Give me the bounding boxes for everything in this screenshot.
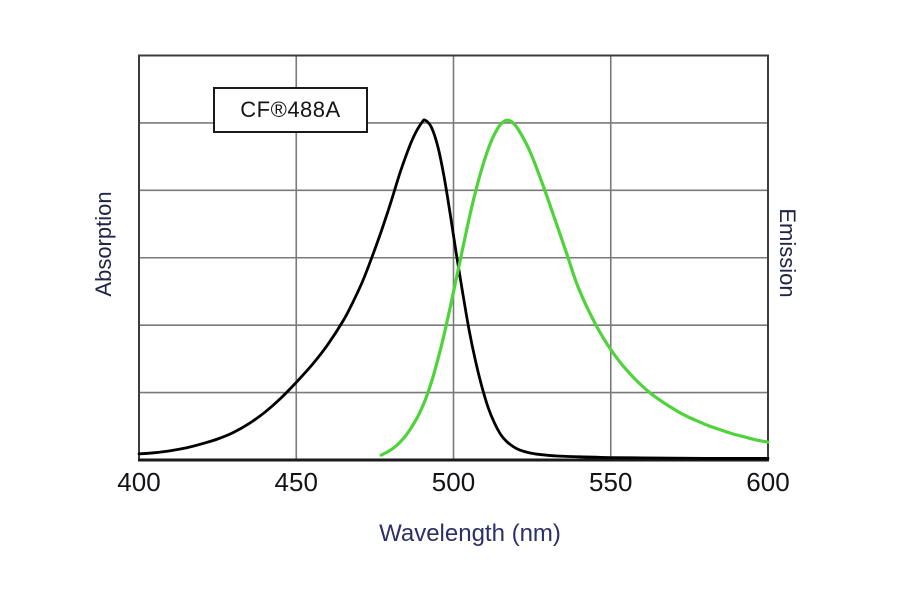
x-tick-label-500: 500 <box>431 467 476 497</box>
emission-curve <box>379 118 770 457</box>
dye-label: CF®488A <box>240 97 341 122</box>
x-tick-label-450: 450 <box>274 467 318 497</box>
right-axis-title: Emission <box>775 208 800 298</box>
left-axis-title: Absorption <box>91 191 116 297</box>
x-tick-label-400: 400 <box>117 467 161 497</box>
x-tick-label-550: 550 <box>589 467 633 497</box>
x-axis-title: Wavelength (nm) <box>379 520 561 547</box>
absorption-curve <box>137 118 770 460</box>
dye-label-box: CF®488A <box>213 87 368 133</box>
x-tick-label-600: 600 <box>746 467 790 497</box>
